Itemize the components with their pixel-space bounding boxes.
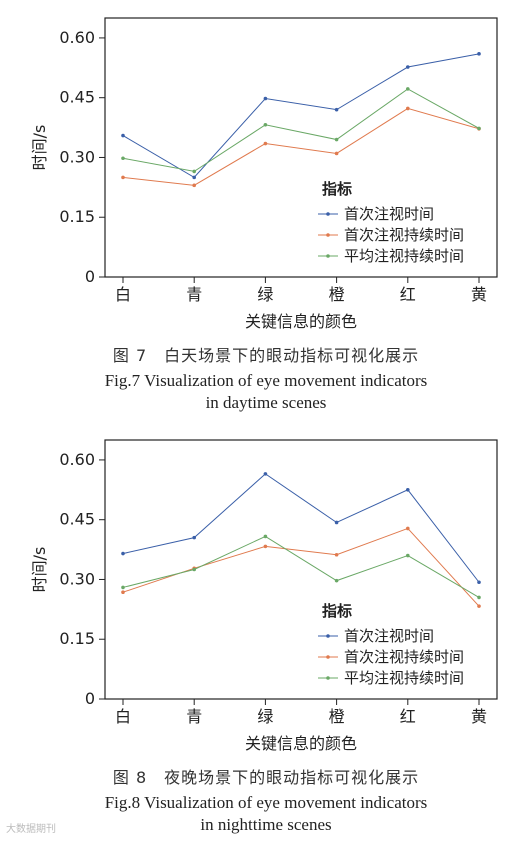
legend-title: 指标 [322, 602, 352, 620]
y-tick-label: 0.30 [59, 569, 95, 588]
series-line [122, 88, 480, 172]
data-point [121, 590, 125, 595]
legend-label: 平均注视持续时间 [344, 669, 464, 687]
caption-zh: 图 8 夜晚场景下的眼动指标可视化展示 [112, 768, 420, 787]
data-point [121, 175, 125, 180]
data-point [477, 604, 481, 608]
x-tick-label: 白 [115, 707, 131, 726]
data-point [192, 567, 196, 572]
caption-en-line2: in nighttime scenes [200, 815, 332, 834]
x-tick-label: 绿 [257, 707, 273, 726]
legend-swatch-marker [326, 233, 330, 237]
data-point [263, 544, 268, 549]
data-point [406, 526, 410, 531]
x-tick-label: 橙 [329, 285, 345, 304]
legend-swatch-marker [326, 655, 330, 659]
y-tick-label: 0.45 [59, 88, 95, 107]
data-point [477, 52, 481, 56]
legend-swatch-marker [326, 676, 330, 680]
data-point [334, 520, 339, 525]
y-tick-label: 0.45 [59, 510, 95, 529]
series-line [122, 107, 480, 186]
y-tick-label: 0.60 [59, 28, 95, 47]
data-point [192, 535, 196, 540]
legend-label: 首次注视时间 [344, 205, 434, 223]
legend-label: 平均注视持续时间 [344, 247, 464, 265]
legend-swatch-marker [326, 254, 330, 258]
data-point [121, 585, 125, 590]
legend-label: 首次注视持续时间 [344, 648, 464, 666]
legend-title: 指标 [322, 180, 352, 198]
data-point [263, 141, 268, 146]
data-point [334, 578, 339, 583]
series-line [122, 535, 480, 598]
data-point [477, 595, 481, 600]
legend-label: 首次注视持续时间 [344, 226, 464, 244]
x-tick-label: 青 [186, 285, 202, 304]
data-point [192, 169, 196, 174]
series-line [122, 473, 480, 583]
data-point [263, 472, 268, 476]
y-axis-label: 时间/s [30, 547, 49, 593]
y-tick-label: 0.15 [59, 629, 95, 648]
legend-label: 首次注视时间 [344, 627, 434, 645]
plot-frame [104, 17, 498, 278]
data-point [334, 107, 339, 112]
x-tick-label: 黄 [471, 707, 487, 726]
data-point [121, 156, 125, 161]
y-tick-label: 0 [85, 267, 95, 286]
y-tick-label: 0 [85, 689, 95, 708]
data-point [477, 580, 481, 585]
x-tick-label: 青 [186, 707, 202, 726]
y-tick-label: 0.60 [59, 450, 95, 469]
plot-frame [104, 439, 498, 700]
x-tick-label: 橙 [329, 707, 345, 726]
data-point [334, 552, 339, 557]
y-tick-label: 0.15 [59, 207, 95, 226]
data-point [263, 96, 268, 101]
data-point [192, 183, 196, 188]
data-point [477, 126, 481, 131]
caption-zh: 图 7 白天场景下的眼动指标可视化展示 [112, 346, 420, 365]
y-axis-label: 时间/s [30, 125, 49, 171]
x-axis-label: 关键信息的颜色 [245, 312, 357, 331]
figure-8: 0 0.15 0.30 0.45 0.60 白 青 绿 橙 红 黄关键信息的颜色 时间/s 指标首次注视… [0, 422, 532, 843]
x-tick-label: 红 [400, 285, 416, 304]
data-point [334, 151, 339, 156]
x-tick-label: 红 [400, 707, 416, 726]
legend-swatch-marker [326, 634, 330, 638]
data-point [334, 137, 339, 142]
x-tick-label: 白 [115, 285, 131, 304]
data-point [406, 65, 410, 69]
data-point [406, 488, 410, 492]
data-point [263, 534, 268, 539]
x-axis-label: 关键信息的颜色 [245, 734, 357, 753]
data-point [406, 87, 410, 91]
figure-7: 0 0.15 0.30 0.45 0.60 白 青 绿 橙 红 黄关键信息的颜色 时间/s 指标首次注视… [0, 0, 532, 420]
x-tick-label: 绿 [257, 285, 273, 304]
data-point [406, 553, 410, 558]
data-point [192, 175, 196, 180]
data-point [121, 551, 125, 556]
x-tick-label: 黄 [471, 285, 487, 304]
series-line [122, 527, 480, 607]
caption-en-line1: Fig.8 Visualization of eye movement indi… [104, 793, 428, 812]
data-point [263, 122, 268, 127]
data-point [406, 106, 410, 111]
caption-en-line1: Fig.7 Visualization of eye movement indi… [104, 371, 428, 390]
data-point [121, 133, 125, 138]
watermark: 大数据期刊 [6, 824, 56, 835]
caption-en-line2: in daytime scenes [205, 393, 327, 412]
series-line [122, 53, 480, 179]
y-tick-label: 0.30 [59, 147, 95, 166]
legend-swatch-marker [326, 212, 330, 216]
